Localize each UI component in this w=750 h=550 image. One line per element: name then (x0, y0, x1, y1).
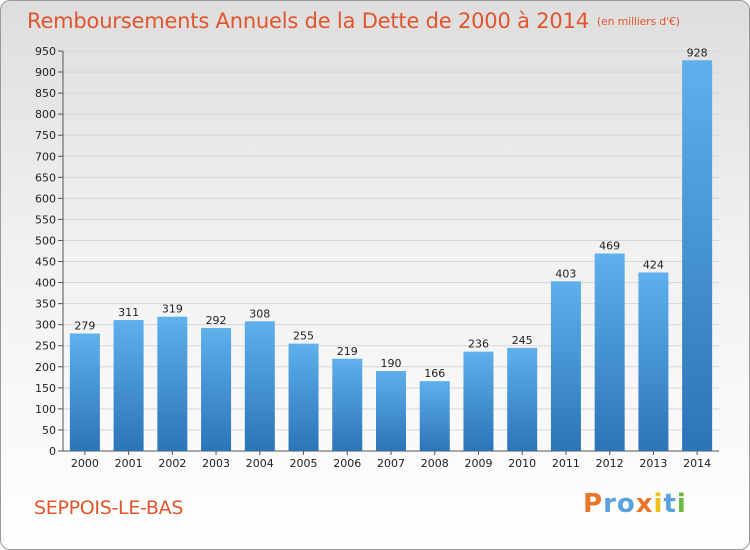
x-tick-label: 2014 (683, 457, 711, 470)
data-label: 311 (118, 306, 139, 319)
y-tick-label: 300 (35, 319, 56, 332)
logo-letter: i (653, 489, 664, 519)
y-tick-label: 950 (35, 45, 56, 58)
bar (201, 328, 232, 451)
bars (69, 60, 713, 452)
bar (332, 358, 363, 451)
x-tick-label: 2005 (290, 457, 318, 470)
y-tick-label: 200 (35, 361, 56, 374)
x-tick-label: 2001 (115, 457, 143, 470)
y-tick-label: 150 (35, 382, 56, 395)
city-name: SEPPOIS-LE-BAS (34, 497, 184, 519)
data-label: 245 (512, 334, 533, 347)
bar (244, 321, 275, 451)
proxiti-logo[interactable]: Proxiti (583, 489, 687, 519)
bar (157, 316, 188, 451)
data-label: 403 (555, 267, 576, 280)
x-tick-label: 2012 (596, 457, 624, 470)
bar (550, 281, 581, 451)
y-tick-label: 50 (42, 424, 56, 437)
chart-title-text: Remboursements Annuels de la Dette de 20… (27, 9, 589, 33)
logo-letter: r (603, 489, 617, 519)
bar (594, 253, 625, 451)
data-label: 279 (74, 320, 95, 333)
data-label: 469 (599, 240, 620, 253)
bar (376, 371, 406, 451)
x-tick-label: 2000 (71, 457, 99, 470)
bar (638, 272, 669, 451)
y-tick-label: 0 (49, 445, 56, 458)
data-label: 319 (162, 303, 183, 316)
logo-letter: t (663, 489, 677, 519)
bar (288, 343, 319, 451)
x-tick-label: 2010 (508, 457, 536, 470)
logo-letter: P (583, 489, 604, 519)
y-tick-label: 350 (35, 298, 56, 311)
chart-title: Remboursements Annuels de la Dette de 20… (27, 9, 680, 33)
x-tick-label: 2003 (202, 457, 230, 470)
y-tick-label: 600 (35, 192, 56, 205)
bar (463, 351, 494, 451)
x-tick-label: 2009 (464, 457, 492, 470)
y-tick-label: 400 (35, 277, 56, 290)
bar (113, 320, 144, 451)
bar (419, 381, 450, 451)
y-tick-label: 750 (35, 129, 56, 142)
data-label: 292 (206, 314, 227, 327)
data-label: 928 (687, 46, 708, 59)
y-tick-label: 650 (35, 171, 56, 184)
x-tick-label: 2007 (377, 457, 405, 470)
unit-note: (en milliers d'€) (596, 15, 680, 28)
y-tick-label: 250 (35, 340, 56, 353)
data-label: 166 (424, 367, 445, 380)
x-tick-label: 2004 (246, 457, 274, 470)
logo-letter: x (635, 489, 654, 519)
bar (507, 347, 538, 451)
x-tick-label: 2006 (333, 457, 361, 470)
x-tick-label: 2011 (552, 457, 580, 470)
data-label: 255 (293, 330, 314, 343)
x-tick-label: 2013 (639, 457, 667, 470)
y-tick-label: 850 (35, 87, 56, 100)
logo-letter: i (676, 489, 687, 519)
bar (682, 60, 713, 452)
bar (69, 333, 100, 451)
y-tick-label: 550 (35, 213, 56, 226)
x-tick-label: 2008 (421, 457, 449, 470)
data-label: 190 (381, 357, 402, 370)
y-tick-label: 500 (35, 234, 56, 247)
data-label: 219 (337, 345, 358, 358)
y-tick-label: 100 (35, 403, 56, 416)
y-tick-label: 700 (35, 150, 56, 163)
logo-letter: o (616, 489, 636, 519)
data-label: 236 (468, 338, 489, 351)
y-tick-label: 900 (35, 66, 56, 79)
y-tick-label: 800 (35, 108, 56, 121)
y-tick-label: 450 (35, 256, 56, 269)
x-tick-label: 2002 (158, 457, 186, 470)
data-label: 308 (249, 307, 270, 320)
data-label: 424 (643, 258, 664, 271)
labels: 0 50 100 150 200 250 300 350 400 450 500 550 600 650 7… (35, 45, 711, 470)
